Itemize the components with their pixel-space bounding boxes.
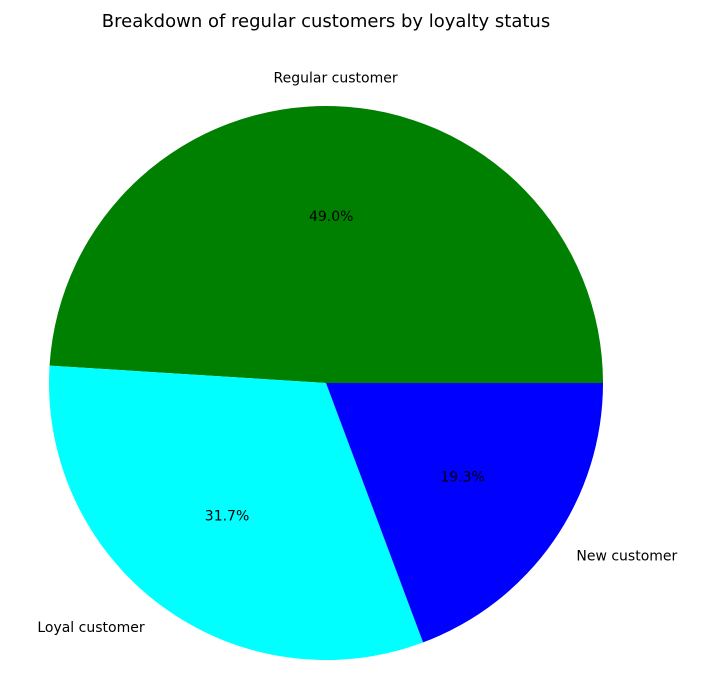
pie-slices: [49, 105, 604, 660]
pie-percent-label-loyal-customer: 31.7%: [205, 509, 249, 525]
pie-slice-loyal-customer: [49, 365, 424, 660]
pie-percent-label-regular-customer: 49.0%: [309, 209, 353, 225]
pie-category-label-regular-customer: Regular customer: [274, 70, 398, 86]
pie-percent-label-new-customer: 19.3%: [440, 470, 484, 486]
pie-slice-regular-customer: [49, 105, 604, 383]
pie-category-label-new-customer: New customer: [576, 549, 677, 565]
pie-category-label-loyal-customer: Loyal customer: [37, 620, 144, 636]
chart-title: Breakdown of regular customers by loyalt…: [102, 11, 550, 32]
pie-slice-new-customer: [326, 383, 603, 643]
pie-labels: 49.0% Regular customer 31.7% Loyal customer…: [37, 70, 677, 635]
